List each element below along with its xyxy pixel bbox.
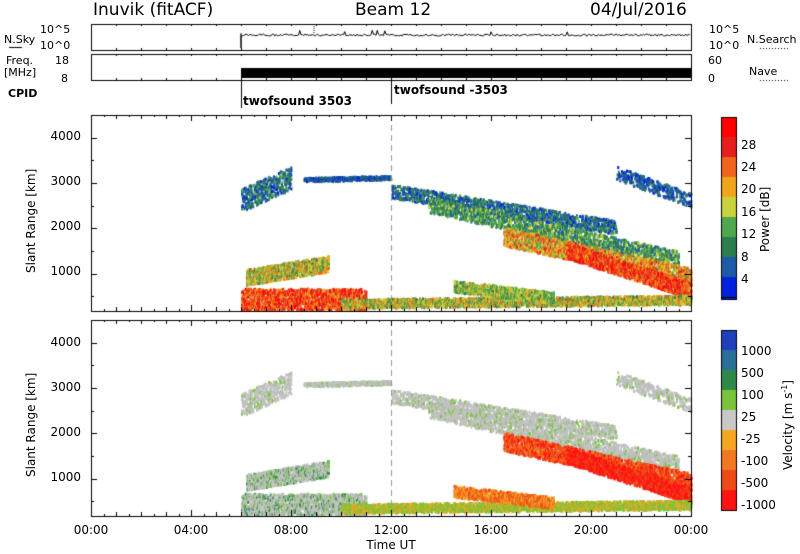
nave-tick-bottom: 0 bbox=[708, 72, 715, 85]
xtick-0800: 08:00 bbox=[273, 523, 309, 537]
velocity-cb-tick-1000: 1000 bbox=[741, 344, 772, 358]
xtick-2400: 00:00 bbox=[673, 523, 709, 537]
power-ytick-2000: 2000 bbox=[50, 219, 81, 233]
power-cb-tick-28: 28 bbox=[741, 138, 757, 152]
nsky-tick-top: 10^5 bbox=[40, 23, 71, 36]
velocity-cb-tick-500: 500 bbox=[741, 366, 764, 380]
nsearch-tick-top: 10^5 bbox=[709, 23, 740, 36]
xtick-1600: 16:00 bbox=[473, 523, 509, 537]
cpid-mode-2: twofsound -3503 bbox=[394, 83, 508, 97]
xlabel: Time UT bbox=[366, 538, 416, 552]
velocity-cb-tick-m100: -100 bbox=[741, 454, 769, 468]
freq-label-line1: Freq. bbox=[6, 54, 34, 67]
nsearch-tick-bottom: 10^0 bbox=[709, 39, 740, 52]
velocity-cb-tick-m1000: -1000 bbox=[741, 498, 776, 512]
velocity-cb-tick-25: 25 bbox=[741, 410, 757, 424]
power-cb-tick-12: 12 bbox=[741, 227, 757, 241]
power-cb-label: Power [dB] bbox=[758, 186, 772, 252]
freq-tick-top: 18 bbox=[55, 54, 69, 67]
freq-tick-bottom: 8 bbox=[61, 72, 68, 85]
nave-tick-top: 60 bbox=[708, 54, 722, 67]
cpid-mode-1: twofsound 3503 bbox=[243, 94, 352, 108]
velocity-ytick-2000: 2000 bbox=[50, 425, 81, 439]
velocity-ytick-1000: 1000 bbox=[50, 470, 81, 484]
power-ytick-3000: 3000 bbox=[50, 174, 81, 188]
beam-title: Beam 12 bbox=[355, 0, 432, 20]
power-cb-tick-24: 24 bbox=[741, 160, 757, 174]
nsky-label: N.Sky bbox=[4, 33, 36, 46]
power-ytick-4000: 4000 bbox=[50, 129, 81, 143]
velocity-cb-label: Velocity [m s-1] bbox=[780, 380, 795, 470]
power-ytick-1000: 1000 bbox=[50, 264, 81, 278]
power-panel-ylabel: Slant Range [km] bbox=[24, 168, 38, 273]
power-cb-tick-4: 4 bbox=[741, 272, 749, 286]
power-cb-tick-8: 8 bbox=[741, 250, 749, 264]
velocity-cb-tick-m500: -500 bbox=[741, 476, 769, 490]
velocity-ytick-3000: 3000 bbox=[50, 380, 81, 394]
station-title: Inuvik (fitACF) bbox=[93, 0, 214, 20]
velocity-ytick-4000: 4000 bbox=[50, 335, 81, 349]
nsky-tick-bottom: 10^0 bbox=[40, 39, 71, 52]
xtick-1200: 12:00 bbox=[373, 523, 409, 537]
velocity-panel-ylabel: Slant Range [km] bbox=[24, 372, 38, 477]
velocity-cb-tick-100: 100 bbox=[741, 388, 764, 402]
velocity-cb-tick-m25: -25 bbox=[741, 432, 761, 446]
cpid-label: CPID bbox=[8, 87, 38, 100]
nave-label: Nave bbox=[749, 65, 778, 78]
power-cb-tick-16: 16 bbox=[741, 205, 757, 219]
xtick-0000: 00:00 bbox=[73, 523, 109, 537]
xtick-2000: 20:00 bbox=[573, 523, 609, 537]
power-cb-tick-20: 20 bbox=[741, 182, 757, 196]
freq-label-line2: [MHz] bbox=[4, 66, 37, 79]
nsearch-label: N.Search bbox=[747, 33, 797, 46]
xtick-0400: 04:00 bbox=[173, 523, 209, 537]
date-title: 04/Jul/2016 bbox=[590, 0, 687, 20]
